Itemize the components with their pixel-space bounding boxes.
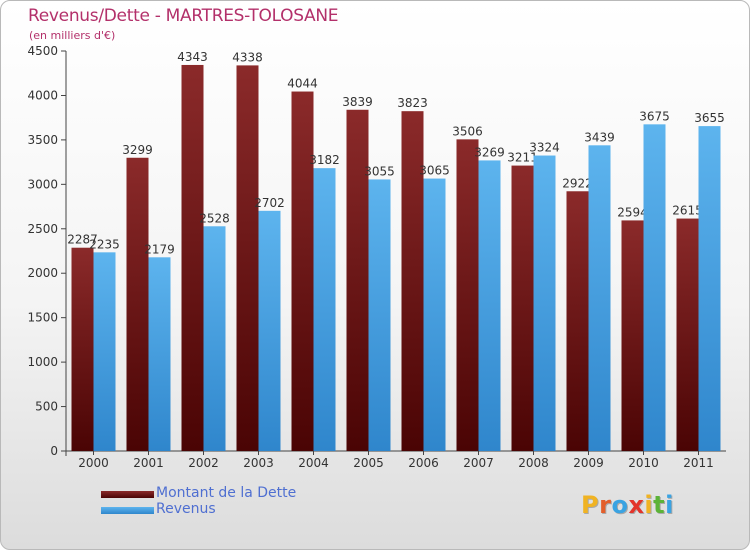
data-label-debt: 3211: [507, 151, 538, 165]
bar-debt: [71, 247, 94, 451]
data-label-debt: 4044: [287, 77, 318, 91]
data-label-debt: 2922: [562, 176, 593, 190]
data-label-debt: 3506: [452, 124, 483, 138]
data-label-revenue: 3439: [584, 130, 615, 144]
data-label-revenue: 2179: [144, 242, 175, 256]
data-label-revenue: 3269: [474, 145, 505, 159]
data-label-revenue: 3065: [419, 164, 450, 178]
data-label-revenue: 3655: [694, 111, 725, 125]
data-label-revenue: 3675: [639, 109, 670, 123]
bar-debt: [676, 218, 699, 451]
x-tick-label: 2004: [298, 456, 329, 470]
logo-letter: r: [599, 491, 612, 519]
y-tick-label: 2000: [27, 266, 58, 280]
data-label-debt: 2594: [617, 205, 648, 219]
bar-revenue: [203, 226, 226, 451]
bar-debt: [291, 91, 314, 452]
bar-revenue: [478, 160, 501, 451]
data-label-revenue: 2702: [254, 196, 285, 210]
bar-revenue: [368, 179, 391, 451]
bar-debt: [236, 65, 259, 452]
legend-label-revenue: Revenus: [156, 501, 216, 517]
chart-subtitle: (en milliers d'€): [29, 29, 116, 42]
x-tick-label: 2010: [628, 456, 659, 470]
bar-debt: [181, 64, 204, 451]
data-label-revenue: 3055: [364, 164, 395, 178]
data-label-revenue: 3324: [529, 141, 560, 155]
x-tick-label: 2003: [243, 456, 274, 470]
y-tick-label: 4000: [27, 88, 58, 102]
x-tick-label: 2009: [573, 456, 604, 470]
y-tick-label: 2500: [27, 222, 58, 236]
legend-swatch-revenue: [101, 507, 154, 514]
legend-label-debt: Montant de la Dette: [156, 485, 297, 501]
logo-letter: x: [628, 491, 645, 519]
logo-letter: t: [653, 491, 666, 519]
bar-revenue: [588, 145, 611, 452]
bar-debt: [126, 157, 149, 451]
data-label-debt: 3299: [122, 143, 153, 157]
y-tick-label: 1500: [27, 311, 58, 325]
data-label-debt: 4338: [232, 50, 263, 64]
bar-revenue: [313, 168, 336, 451]
y-tick-label: 1000: [27, 355, 58, 369]
y-tick-label: 0: [50, 444, 58, 458]
legend-swatch-debt: [101, 491, 154, 498]
bar-revenue: [533, 155, 556, 452]
y-tick-label: 4500: [27, 44, 58, 58]
logo-letter: o: [611, 491, 629, 519]
x-tick-label: 2007: [463, 456, 494, 470]
logo-letter: i: [665, 491, 674, 519]
x-tick-label: 2011: [683, 456, 714, 470]
data-label-revenue: 2235: [89, 237, 120, 251]
bar-revenue: [643, 124, 666, 451]
y-tick-label: 3000: [27, 177, 58, 191]
data-label-debt: 3823: [397, 96, 428, 110]
x-tick-label: 2008: [518, 456, 549, 470]
x-tick-label: 2002: [188, 456, 219, 470]
y-tick-label: 500: [35, 400, 58, 414]
bar-debt: [456, 139, 479, 451]
x-tick-label: 2006: [408, 456, 439, 470]
bar-revenue: [423, 178, 446, 452]
proxiti-logo: Proxiti: [581, 491, 674, 519]
bar-debt: [566, 191, 589, 451]
bar-debt: [511, 165, 534, 452]
data-label-debt: 4343: [177, 50, 208, 64]
data-label-debt: 3839: [342, 95, 373, 109]
bar-debt: [401, 111, 424, 451]
data-label-debt: 2615: [672, 204, 703, 218]
logo-letter: i: [644, 491, 654, 519]
x-tick-label: 2000: [78, 456, 109, 470]
y-tick-label: 3500: [27, 133, 58, 147]
bar-revenue: [148, 257, 171, 451]
bar-debt: [346, 109, 369, 451]
bar-revenue: [698, 126, 721, 451]
x-tick-label: 2001: [133, 456, 164, 470]
data-label-debt: 2287: [67, 233, 98, 247]
bar-debt: [621, 220, 644, 451]
logo-letter: P: [581, 491, 600, 519]
chart-title: Revenus/Dette - MARTRES-TOLOSANE: [28, 6, 339, 26]
x-tick-label: 2005: [353, 456, 384, 470]
bar-revenue: [93, 252, 116, 451]
bar-revenue: [258, 210, 281, 451]
data-label-revenue: 3182: [309, 153, 340, 167]
data-label-revenue: 2528: [199, 211, 230, 225]
